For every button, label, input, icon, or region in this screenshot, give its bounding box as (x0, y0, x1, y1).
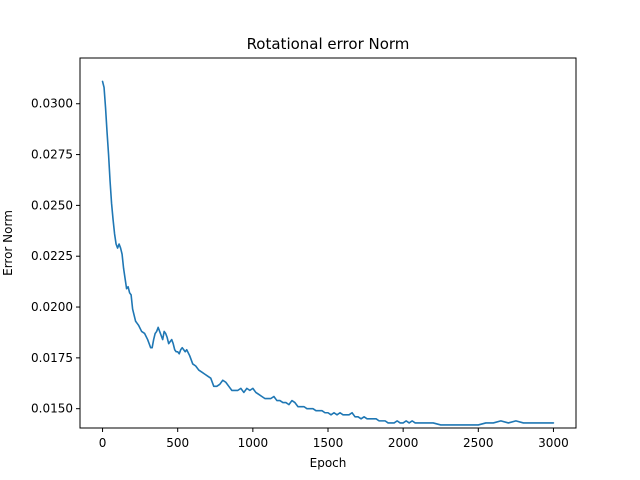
x-tick-label: 2000 (388, 436, 419, 450)
y-axis-label: Error Norm (1, 210, 15, 276)
x-tick-label: 0 (99, 436, 107, 450)
y-tick-label: 0.0275 (31, 148, 73, 162)
x-axis-label: Epoch (310, 456, 347, 470)
x-tick-label: 1500 (313, 436, 344, 450)
x-tick-label: 500 (166, 436, 189, 450)
y-tick-label: 0.0150 (31, 402, 73, 416)
y-tick-label: 0.0175 (31, 351, 73, 365)
x-tick-label: 2500 (463, 436, 494, 450)
series-line-rotational-error (101, 80, 555, 426)
y-tick-label: 0.0250 (31, 198, 73, 212)
x-axis-ticks: 0 500 1000 1500 2000 2500 3000 (99, 428, 569, 450)
x-tick-label: 1000 (238, 436, 269, 450)
y-tick-label: 0.0200 (31, 300, 73, 314)
plot-area (101, 80, 555, 426)
y-tick-label: 0.0300 (31, 97, 73, 111)
chart-title: Rotational error Norm (247, 35, 410, 53)
y-axis-ticks: 0.0150 0.0175 0.0200 0.0225 0.0250 0.0275 0.03… (31, 97, 80, 416)
y-tick-label: 0.0225 (31, 249, 73, 263)
x-tick-label: 3000 (538, 436, 569, 450)
plot-frame (79, 57, 577, 429)
